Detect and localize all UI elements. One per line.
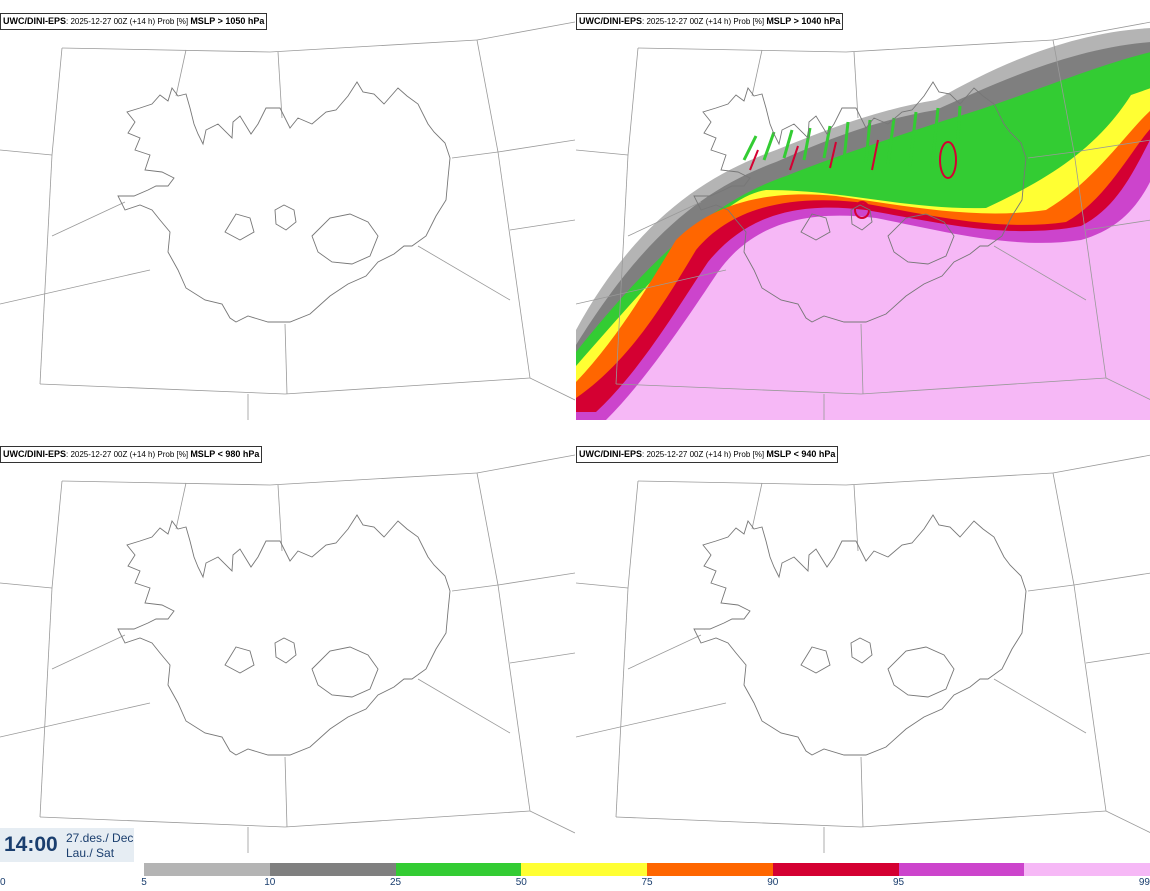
panel-title: UWC/DINI-EPS: 2025-12-27 00Z (+14 h) Pro…	[0, 446, 263, 463]
run-info: : 2025-12-27 00Z (+14 h) Prob [%]	[642, 450, 765, 459]
colorbar-segment	[521, 863, 647, 876]
threshold-criterion: MSLP < 980 hPa	[190, 449, 260, 459]
prob-band-99	[606, 181, 1150, 420]
colorbar-tick-label: 99	[1138, 877, 1150, 888]
colorbar-segment	[898, 863, 1025, 876]
panel-title: UWC/DINI-EPS: 2025-12-27 00Z (+14 h) Pro…	[576, 13, 844, 30]
colorbar-segment	[647, 863, 773, 876]
valid-time: 14:00	[4, 833, 58, 856]
colorbar-tick-label: 50	[515, 877, 527, 888]
panel-title: UWC/DINI-EPS: 2025-12-27 00Z (+14 h) Pro…	[0, 13, 268, 30]
threshold-criterion: MSLP > 1040 hPa	[766, 16, 841, 26]
threshold-criterion: MSLP < 940 hPa	[766, 449, 836, 459]
colorbar-tick-label: 5	[141, 877, 147, 888]
run-info: : 2025-12-27 00Z (+14 h) Prob [%]	[66, 450, 189, 459]
colorbar-segment	[395, 863, 522, 876]
colorbar-tick-label: 90	[767, 877, 779, 888]
colorbar-segment	[772, 863, 899, 876]
colorbar-tick-label: 75	[641, 877, 653, 888]
model-name: UWC/DINI-EPS	[3, 449, 66, 459]
map-panel-mslp-gt-1050: UWC/DINI-EPS: 2025-12-27 00Z (+14 h) Pro…	[0, 0, 575, 420]
probability-field	[576, 21, 1150, 420]
map-panel-mslp-lt-980: UWC/DINI-EPS: 2025-12-27 00Z (+14 h) Pro…	[0, 433, 575, 853]
model-name: UWC/DINI-EPS	[579, 449, 642, 459]
threshold-criterion: MSLP > 1050 hPa	[190, 16, 265, 26]
colorbar-ticks: 0 5 10 25 50 75 90 95 99	[0, 876, 1150, 891]
prob-streaks-high	[749, 139, 957, 219]
model-name: UWC/DINI-EPS	[3, 16, 66, 26]
colorbar-tick-label: 25	[389, 877, 402, 888]
probability-colorbar	[144, 863, 1150, 876]
iceland-map	[0, 21, 575, 420]
colorbar-segment	[269, 863, 396, 876]
map-panel-mslp-gt-1040: UWC/DINI-EPS: 2025-12-27 00Z (+14 h) Pro…	[576, 0, 1150, 420]
panel-title: UWC/DINI-EPS: 2025-12-27 00Z (+14 h) Pro…	[576, 446, 839, 463]
colorbar-tick-label: 95	[892, 877, 905, 888]
valid-weekday: Lau./ Sat	[66, 846, 115, 860]
map-panel-mslp-lt-940: UWC/DINI-EPS: 2025-12-27 00Z (+14 h) Pro…	[576, 433, 1150, 853]
run-info: : 2025-12-27 00Z (+14 h) Prob [%]	[642, 17, 765, 26]
iceland-map	[576, 454, 1150, 853]
valid-time-box: 14:00 27.des./ Dec Lau./ Sat	[0, 828, 134, 862]
model-name: UWC/DINI-EPS	[579, 16, 642, 26]
colorbar-tick-label: 0	[0, 877, 6, 888]
colorbar-segment	[144, 863, 270, 876]
run-info: : 2025-12-27 00Z (+14 h) Prob [%]	[66, 17, 189, 26]
colorbar-tick-label: 10	[264, 877, 276, 888]
valid-date: 27.des./ Dec	[66, 831, 134, 845]
colorbar-segment	[1024, 863, 1150, 876]
iceland-map	[0, 454, 575, 853]
